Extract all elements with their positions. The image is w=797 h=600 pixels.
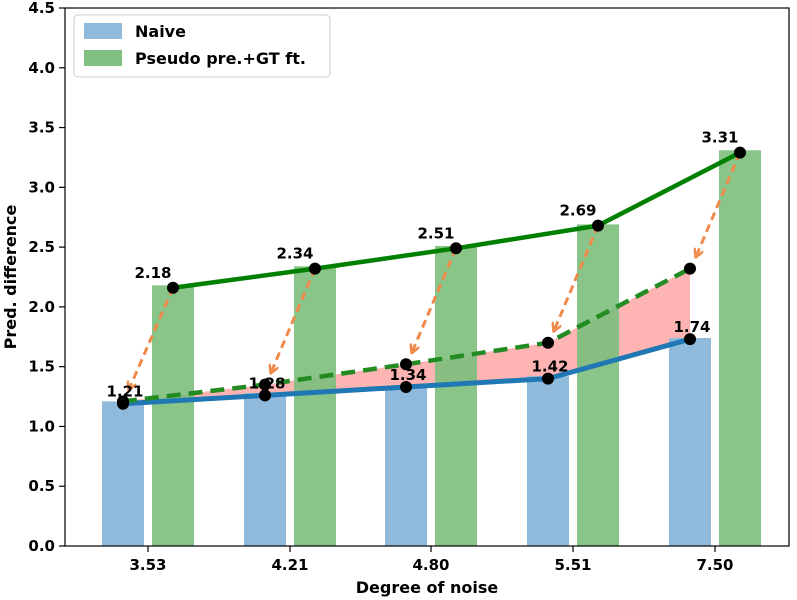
- legend-box: [73, 14, 331, 78]
- data-label-pseudo: 3.31: [701, 129, 738, 147]
- data-label-pseudo: 2.69: [559, 202, 596, 220]
- improvement-shaded-area: [123, 268, 690, 404]
- legend-swatch-pseudo: [84, 50, 122, 66]
- legend-label-pseudo: Pseudo pre.+GT ft.: [135, 49, 306, 68]
- bar-pseudo: [577, 224, 619, 546]
- shifted-point: [259, 378, 271, 391]
- bar-pseudo: [294, 266, 336, 546]
- pseudo-point: [592, 219, 604, 232]
- x-tick-label: 5.51: [554, 556, 591, 574]
- naive-point: [684, 333, 696, 346]
- data-label-pseudo: 2.34: [276, 245, 313, 263]
- shifted-point: [117, 395, 129, 408]
- data-label-naive: 1.74: [673, 318, 710, 336]
- naive-point: [400, 380, 412, 393]
- shifted-dashed-line: [122, 266, 692, 404]
- pseudo-point: [450, 242, 462, 255]
- y-tick-label: 4.0: [28, 59, 55, 77]
- shift-arrow: [554, 225, 600, 331]
- bar-naive: [527, 376, 569, 546]
- shift-arrow: [412, 247, 458, 352]
- y-tick-label: 0.5: [28, 477, 55, 495]
- pseudo-point: [734, 146, 746, 159]
- y-tick-label: 2.0: [28, 298, 55, 316]
- y-tick-label: 1.0: [28, 417, 55, 435]
- data-label-pseudo: 2.18: [134, 264, 171, 282]
- legend-label-naive: Naive: [135, 22, 186, 41]
- x-tick-label: 3.53: [129, 556, 166, 574]
- pseudo-point: [167, 281, 179, 294]
- x-tick-label: 4.21: [271, 556, 308, 574]
- data-label-naive: 1.34: [389, 366, 426, 384]
- plot-frame: [64, 7, 790, 547]
- y-tick-label: 3.0: [28, 178, 55, 196]
- legend-swatch-naive: [84, 23, 122, 39]
- shifted-point: [684, 262, 696, 275]
- naive-point: [259, 389, 271, 402]
- data-label-naive: 1.21: [106, 383, 143, 401]
- shift-arrow: [129, 287, 175, 390]
- x-tick-label: 7.50: [696, 556, 733, 574]
- y-axis-title: Pred. difference: [1, 204, 20, 349]
- bar-naive: [385, 385, 427, 546]
- data-label-naive: 1.42: [531, 358, 568, 376]
- x-tick-label: 4.80: [412, 556, 449, 574]
- bar-naive: [669, 337, 711, 546]
- bar-pseudo: [435, 245, 477, 546]
- y-tick-label: 2.5: [28, 238, 55, 256]
- y-tick-label: 4.5: [28, 0, 55, 17]
- y-tick-label: 1.5: [28, 358, 55, 376]
- bar-pseudo: [152, 285, 194, 546]
- pseudo-point: [309, 262, 321, 275]
- bar-pseudo: [719, 150, 761, 546]
- x-axis-title: Degree of noise: [356, 578, 499, 597]
- data-label-naive: 1.28: [248, 374, 285, 392]
- bar-naive: [244, 392, 286, 546]
- shift-arrow: [271, 268, 317, 373]
- shifted-point: [400, 358, 412, 371]
- bar-naive: [102, 401, 144, 546]
- shift-arrow: [696, 152, 742, 257]
- naive-point: [542, 372, 554, 385]
- y-tick-label: 0.0: [28, 537, 55, 555]
- y-tick-label: 3.5: [28, 119, 55, 137]
- data-label-pseudo: 2.51: [417, 224, 454, 242]
- shifted-point: [542, 336, 554, 349]
